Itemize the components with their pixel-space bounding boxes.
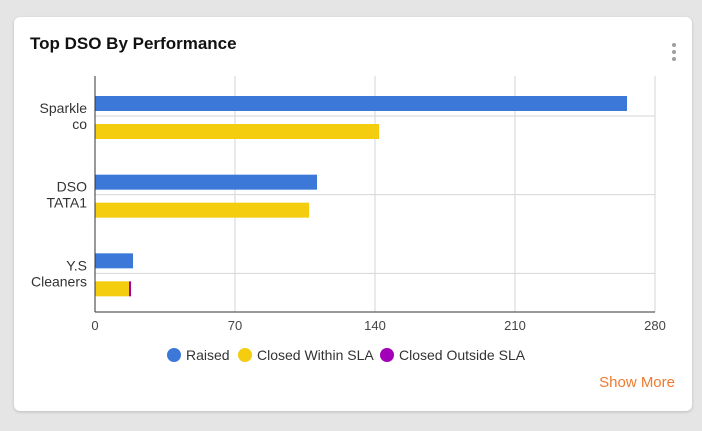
chart-grid (95, 76, 656, 312)
x-tick-label: 0 (91, 318, 98, 333)
legend-label: Closed Within SLA (257, 347, 374, 363)
chart-card: Top DSO By Performance Sparkle co DSO TATA1… (14, 17, 692, 411)
x-tick-label: 70 (228, 318, 242, 333)
legend-marker (238, 348, 252, 362)
bar-closed-within-sla (95, 281, 129, 297)
bar-chart: Sparkle co DSO TATA1 Y.S Cleaners 0 70 140 210 28… (31, 76, 666, 363)
x-tick-labels: 0 70 140 210 280 (91, 318, 665, 333)
chart-axis (94, 76, 655, 313)
x-tick-label: 140 (364, 318, 386, 333)
show-more-link[interactable]: Show More (599, 374, 675, 391)
chart-bars (95, 96, 627, 297)
bar-raised (95, 253, 133, 269)
bar-closed-within-sla (95, 202, 309, 218)
legend-label: Closed Outside SLA (399, 347, 526, 363)
bar-raised (95, 174, 317, 190)
legend-marker (380, 348, 394, 362)
category-label: Y.S Cleaners (31, 257, 87, 289)
category-labels: Sparkle co DSO TATA1 Y.S Cleaners (31, 100, 87, 289)
bar-raised (95, 96, 627, 111)
category-label: DSO TATA1 (47, 179, 88, 211)
legend-marker (167, 348, 181, 362)
card-title: Top DSO By Performance (30, 34, 237, 53)
category-label: Sparkle co (40, 100, 88, 132)
bar-closed-within-sla (95, 124, 379, 139)
x-tick-label: 210 (504, 318, 526, 333)
kebab-menu-icon[interactable] (668, 43, 680, 63)
legend-label: Raised (186, 347, 230, 363)
x-tick-label: 280 (644, 318, 666, 333)
bar-closed-outside-sla (129, 281, 131, 297)
chart-legend: Raised Closed Within SLA Closed Outside SL… (167, 347, 526, 363)
